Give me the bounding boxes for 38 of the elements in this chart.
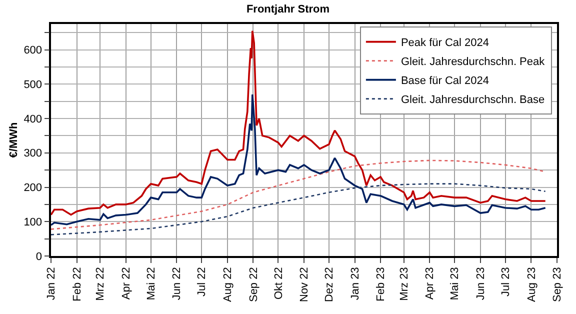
y-tick-label: 500 bbox=[24, 79, 42, 91]
x-tick-label: Jun 23 bbox=[475, 267, 488, 300]
line-series bbox=[51, 183, 546, 236]
x-tick-label: Jan 23 bbox=[349, 267, 362, 300]
line-series bbox=[51, 94, 546, 226]
x-tick-label: Apr 23 bbox=[424, 267, 436, 300]
x-tick-label: Aug 23 bbox=[526, 267, 538, 302]
legend-label: Gleit. Jahresdurchschn. Base bbox=[400, 94, 545, 106]
line-series bbox=[51, 30, 546, 216]
x-tick-label: Sep 23 bbox=[552, 267, 564, 302]
x-tick-label: Feb 23 bbox=[375, 267, 388, 302]
x-tick-label: Mai 22 bbox=[145, 267, 158, 300]
x-tick-label: Okt 22 bbox=[272, 267, 285, 300]
x-tick-label: Feb 22 bbox=[71, 267, 84, 302]
chart-title: Frontjahr Strom bbox=[246, 3, 330, 16]
legend-label: Peak für Cal 2024 bbox=[400, 37, 490, 50]
y-tick-label: 0 bbox=[36, 250, 42, 263]
x-tick-label: Dez 22 bbox=[324, 267, 336, 302]
x-tick-label: Jul 23 bbox=[500, 267, 512, 297]
x-tick-label: Jan 22 bbox=[46, 267, 58, 300]
legend-label: Base für Cal 2024 bbox=[400, 75, 490, 88]
y-tick-label: 100 bbox=[24, 216, 42, 228]
x-tick-label: Sep 22 bbox=[248, 267, 260, 302]
x-tick-label: Aug 22 bbox=[222, 267, 234, 302]
x-tick-label: Mai 23 bbox=[449, 267, 462, 300]
y-tick-label: 300 bbox=[24, 148, 42, 160]
y-axis-title: €/MWh bbox=[8, 122, 20, 158]
x-tick-label: Jul 22 bbox=[196, 267, 208, 297]
y-tick-label: 400 bbox=[24, 113, 42, 126]
legend-label: Gleit. Jahresdurchschn. Peak bbox=[400, 56, 546, 68]
x-tick-label: Apr 22 bbox=[120, 267, 132, 300]
y-tick-label: 600 bbox=[24, 44, 42, 57]
x-tick-label: Nov 22 bbox=[298, 267, 311, 302]
y-tick-label: 200 bbox=[24, 182, 42, 194]
x-tick-label: Mrz 22 bbox=[94, 267, 107, 301]
line-series bbox=[51, 160, 546, 230]
x-tick-label: Jun 22 bbox=[171, 267, 184, 300]
x-tick-label: Mrz 23 bbox=[398, 267, 410, 301]
